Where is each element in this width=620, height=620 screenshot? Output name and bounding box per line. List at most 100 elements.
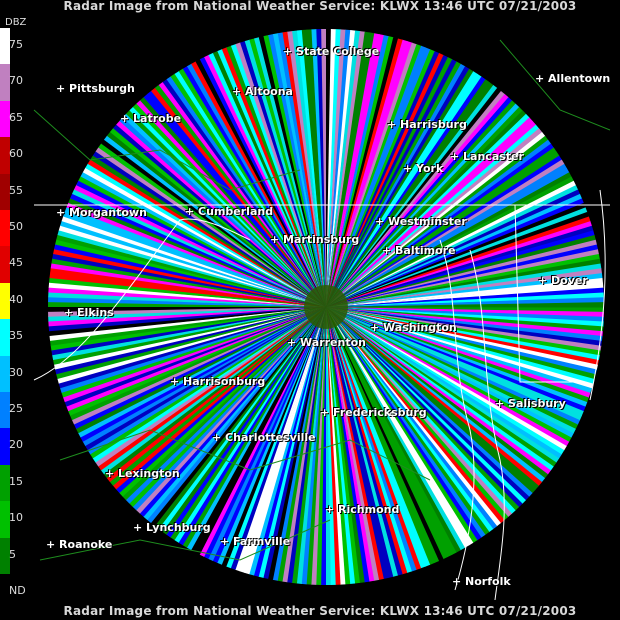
radar-ray — [80, 307, 327, 442]
city-label: + Warrenton — [287, 336, 366, 349]
radar-ray — [326, 307, 543, 487]
legend-tick: 15 — [9, 474, 23, 488]
city-label: + Lynchburg — [133, 521, 211, 534]
radar-ray — [326, 307, 470, 549]
radar-ray — [62, 307, 327, 403]
radar-ray — [326, 249, 599, 307]
radar-ray — [166, 76, 326, 307]
radar-ray — [182, 307, 326, 548]
radar-ray — [119, 116, 327, 307]
city-label: + Latrobe — [120, 112, 181, 125]
radar-ray — [326, 307, 457, 555]
radar-ray — [85, 163, 326, 307]
radar-ray — [326, 253, 600, 307]
radar-ray — [52, 307, 327, 361]
legend-tick: 25 — [9, 402, 23, 415]
city-label: + Roanoke — [46, 538, 112, 551]
radar-ray — [199, 307, 326, 557]
radar-ray — [80, 171, 327, 307]
radar-ray — [326, 172, 572, 307]
radar-ray — [64, 307, 327, 407]
radar-ray — [254, 37, 326, 308]
legend-color-10 — [0, 501, 10, 538]
city-name: + Charlottesville — [212, 431, 316, 444]
radar-ray — [326, 168, 570, 307]
radar-ray — [326, 307, 580, 425]
radar-ray — [78, 307, 326, 438]
radar-ray — [136, 100, 326, 307]
radar-ray — [326, 307, 572, 443]
radar-ray — [326, 307, 567, 451]
radar-ray — [95, 307, 326, 467]
legend-tick: 60 — [9, 147, 23, 161]
radar-ray — [326, 268, 602, 307]
radar-ray — [326, 59, 458, 307]
radar-ray — [64, 206, 327, 307]
radar-ray — [106, 131, 326, 307]
radar-ray — [326, 198, 584, 307]
radar-ray — [326, 307, 408, 575]
city-label: + Washington — [370, 321, 457, 334]
radar-ray — [326, 258, 601, 307]
city-label: + Lexington — [105, 467, 180, 480]
radar-ray — [326, 292, 604, 307]
radar-ray — [326, 307, 582, 421]
radar-ray — [326, 307, 474, 546]
legend-label: DBZ — [5, 17, 27, 28]
radar-ray — [326, 273, 603, 307]
city-name: + Dover — [538, 274, 588, 287]
radar-ray — [186, 307, 326, 551]
city-name: + State College — [283, 45, 380, 58]
radar-ray — [174, 307, 326, 543]
radar-ray — [326, 180, 577, 307]
city-label: + York — [403, 162, 443, 175]
radar-ray — [326, 63, 466, 308]
radar-ray — [326, 307, 557, 467]
radar-ray — [326, 239, 597, 307]
title-bottom: Radar Image from National Weather Servic… — [63, 604, 577, 618]
radar-ray — [258, 36, 326, 308]
radar-ray — [326, 307, 576, 434]
city-name: + Morgantown — [56, 206, 147, 219]
legend-tick: 30 — [9, 365, 23, 379]
radar-ray — [326, 82, 494, 307]
radar-ray — [61, 215, 326, 307]
radar-ray — [113, 124, 326, 307]
radar-ray — [178, 68, 326, 308]
radar-ray — [51, 307, 326, 356]
radar-ray — [119, 307, 326, 497]
radar-ray — [326, 307, 453, 558]
radar-ray — [326, 221, 593, 307]
city-name: + York — [403, 162, 444, 175]
city-name: + Harrisburg — [387, 118, 467, 131]
radar-ray — [195, 59, 326, 307]
radar-ray — [190, 307, 326, 553]
radar-ray — [326, 307, 560, 463]
title-top: Radar Image from National Weather Servic… — [63, 0, 577, 13]
radar-ray — [326, 68, 474, 307]
radar-ray — [103, 135, 326, 307]
radar-ray — [129, 307, 326, 507]
radar-ray — [112, 307, 326, 490]
radar-ray — [326, 110, 527, 307]
city-label: + Elkins — [64, 306, 114, 319]
radar-ray — [326, 216, 591, 307]
radar-ray — [326, 124, 540, 307]
radar-ray — [82, 167, 327, 307]
radar-ray — [326, 147, 557, 307]
radar-ray — [326, 307, 365, 583]
radar-ray — [221, 307, 326, 567]
radar-ray — [106, 307, 326, 482]
radar-ray — [90, 155, 326, 307]
radar-ray — [326, 73, 482, 307]
city-name: + Latrobe — [120, 112, 182, 125]
radar-ray — [326, 307, 478, 544]
legend-color-30 — [0, 355, 10, 392]
legend-color-60 — [0, 137, 10, 174]
radar-ray — [48, 307, 326, 332]
radar-ray — [326, 307, 422, 571]
legend-tick: 45 — [9, 256, 23, 270]
city-label: + Baltimore — [382, 244, 456, 257]
radar-ray — [326, 55, 449, 308]
legend-tick: ND — [9, 584, 26, 597]
